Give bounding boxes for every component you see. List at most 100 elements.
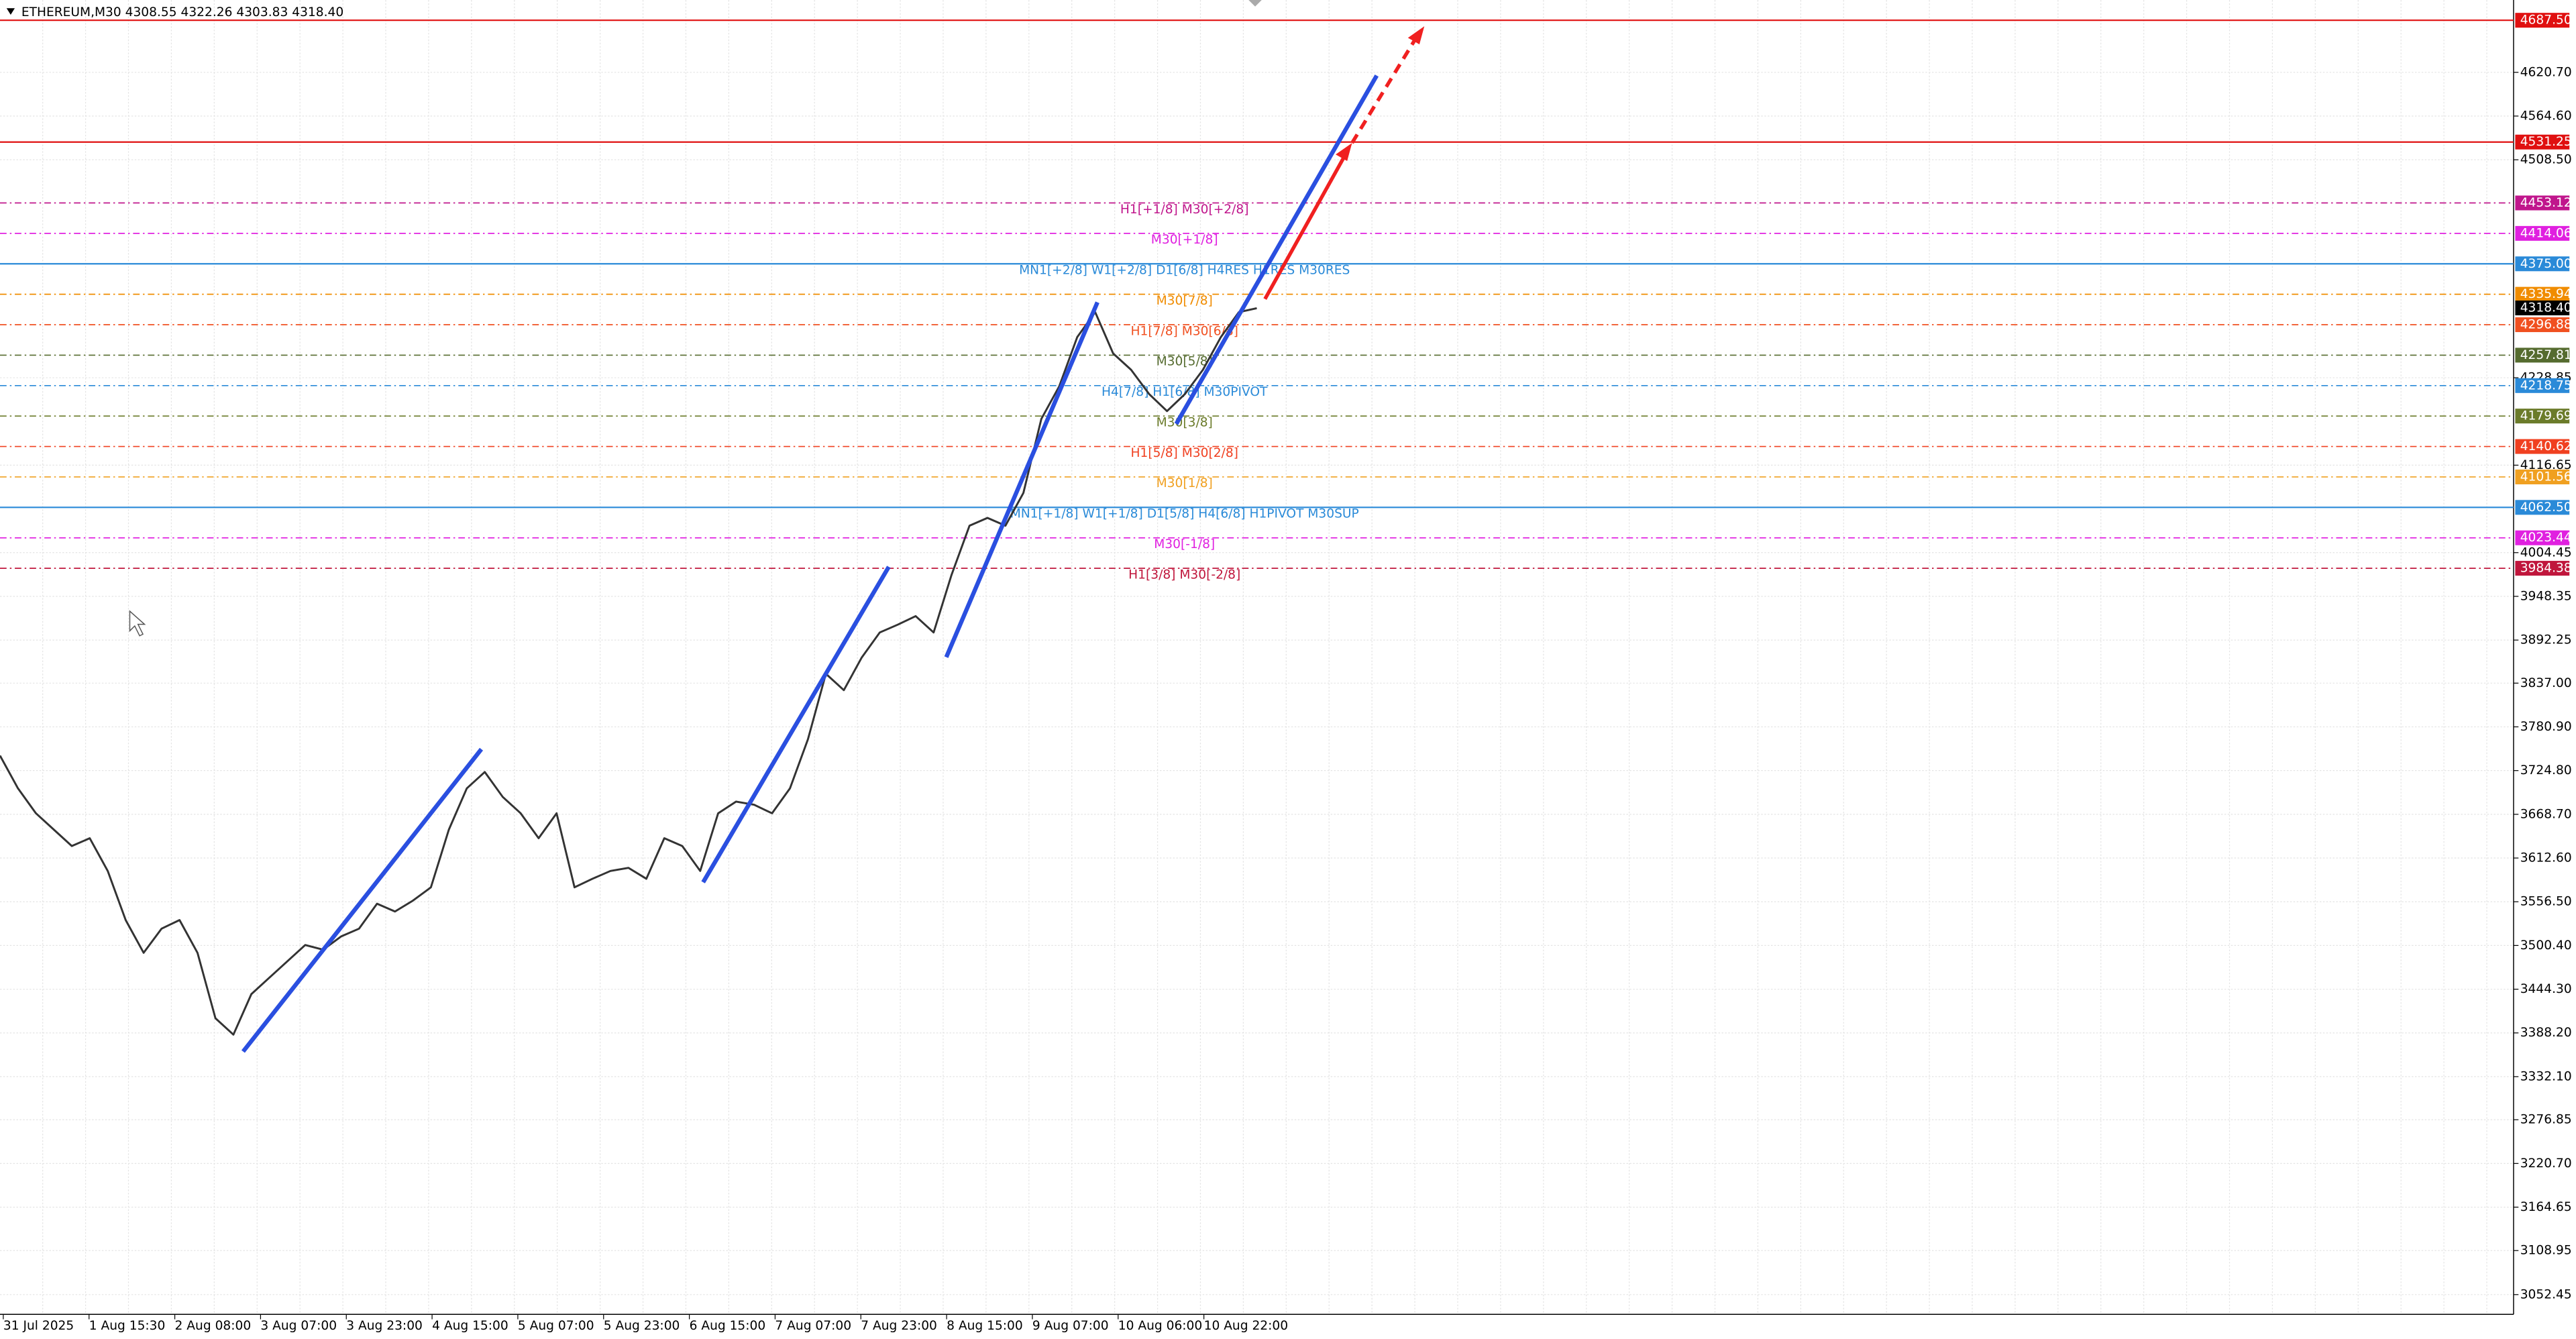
level-label: H1[+1/8] M30[+2/8] bbox=[1120, 203, 1249, 217]
y-tick-label: 3052.45 bbox=[2520, 1287, 2572, 1301]
price-line bbox=[0, 307, 1257, 1036]
price-tag-label: 4687.50 bbox=[2520, 13, 2572, 28]
menu-arrow[interactable] bbox=[6, 8, 15, 15]
y-tick-label: 3948.35 bbox=[2520, 589, 2572, 603]
y-tick-label: 4508.50 bbox=[2520, 153, 2572, 167]
y-tick-label: 4116.65 bbox=[2520, 458, 2572, 472]
y-tick-label: 3780.90 bbox=[2520, 720, 2572, 734]
level-label: M30[3/8] bbox=[1157, 415, 1213, 429]
trend-line bbox=[944, 301, 1099, 658]
level-label: H4[7/8] H1[6/8] M30PIVOT bbox=[1102, 385, 1268, 399]
levels: H1[+1/8] M30[+2/8] M30[+1/8] MN1[+2/8] W1[… bbox=[0, 19, 2514, 582]
x-tick-label: 31 Jul 2025 bbox=[3, 1319, 74, 1333]
price-tag bbox=[2515, 225, 2570, 241]
x-tick-label: 9 Aug 07:00 bbox=[1032, 1319, 1109, 1333]
price-tag bbox=[2515, 561, 2570, 576]
chart-title: ETHEREUM,M30 4308.55 4322.26 4303.83 431… bbox=[21, 5, 343, 19]
x-tick-label: 10 Aug 06:00 bbox=[1118, 1319, 1202, 1333]
price-tag-label: 3984.38 bbox=[2520, 561, 2572, 576]
price bbox=[0, 307, 1257, 1036]
price-tag bbox=[2515, 13, 2570, 28]
price-tag bbox=[2515, 256, 2570, 272]
price-tag-label: 4062.50 bbox=[2520, 500, 2572, 515]
y-tick-label: 4004.45 bbox=[2520, 545, 2572, 559]
trend-line bbox=[1174, 74, 1379, 425]
price-tag-label: 4218.75 bbox=[2520, 378, 2572, 392]
level-label: MN1[+1/8] W1[+1/8] D1[5/8] H4[6/8] H1PIV… bbox=[1010, 507, 1359, 521]
x-tick-label: 3 Aug 23:00 bbox=[346, 1319, 423, 1333]
y-tick-label: 3220.70 bbox=[2520, 1157, 2572, 1171]
y-tick-label: 3332.10 bbox=[2520, 1069, 2572, 1083]
y-tick-label: 3556.50 bbox=[2520, 895, 2572, 909]
price-tag-label: 4296.88 bbox=[2520, 318, 2572, 332]
x-tick-label: 8 Aug 15:00 bbox=[947, 1319, 1023, 1333]
level-label: MN1[+2/8] W1[+2/8] D1[6/8] H4RES H1RES M… bbox=[1019, 264, 1350, 278]
price-tag bbox=[2515, 301, 2570, 316]
level-label: M30[-1/8] bbox=[1154, 537, 1215, 551]
axis: 4620.704564.604508.504228.854116.654004.… bbox=[3, 13, 2572, 1333]
x-tick-label: 10 Aug 22:00 bbox=[1204, 1319, 1288, 1333]
price-tag-label: 4531.25 bbox=[2520, 135, 2572, 149]
arrow-head bbox=[1336, 143, 1352, 162]
price-tag-label: 4023.44 bbox=[2520, 531, 2572, 545]
trend-line bbox=[701, 566, 891, 883]
x-tick-label: 1 Aug 15:30 bbox=[89, 1319, 166, 1333]
price-tag bbox=[2515, 409, 2570, 424]
price-tag bbox=[2515, 530, 2570, 545]
grid bbox=[0, 0, 2514, 1315]
trend-line bbox=[241, 747, 484, 1053]
price-tag-label: 4375.00 bbox=[2520, 257, 2572, 271]
arrow-head bbox=[1407, 26, 1425, 45]
level-label: M30[1/8] bbox=[1157, 476, 1213, 490]
y-tick-label: 3388.20 bbox=[2520, 1026, 2572, 1040]
scroll-marker bbox=[1248, 0, 1262, 7]
y-tick-label: 3668.70 bbox=[2520, 807, 2572, 821]
price-tag bbox=[2515, 500, 2570, 515]
price-tag-label: 4179.69 bbox=[2520, 409, 2572, 423]
price-tag bbox=[2515, 378, 2570, 393]
price-tag-label: 4140.62 bbox=[2520, 439, 2572, 453]
x-tick-label: 4 Aug 15:00 bbox=[432, 1319, 508, 1333]
forecast-arrow-dashed bbox=[1350, 36, 1418, 144]
forecast-arrow bbox=[1263, 153, 1348, 301]
y-tick-label: 4564.60 bbox=[2520, 109, 2572, 123]
trend-drawings bbox=[241, 26, 1425, 1053]
y-tick-label: 3724.80 bbox=[2520, 763, 2572, 778]
price-tag-label: 4257.81 bbox=[2520, 348, 2572, 362]
price-tag-label: 4335.94 bbox=[2520, 287, 2572, 301]
price-tag-label: 4318.40 bbox=[2520, 301, 2572, 315]
price-tag-label: 4453.12 bbox=[2520, 196, 2572, 210]
level-label: M30[5/8] bbox=[1157, 355, 1213, 369]
price-tag bbox=[2515, 134, 2570, 150]
level-label: M30[7/8] bbox=[1157, 294, 1213, 308]
level-label: H1[3/8] M30[-2/8] bbox=[1128, 568, 1240, 582]
x-tick-label: 2 Aug 08:00 bbox=[175, 1319, 252, 1333]
price-tag bbox=[2515, 439, 2570, 454]
y-tick-label: 3276.85 bbox=[2520, 1113, 2572, 1127]
x-tick-label: 7 Aug 07:00 bbox=[775, 1319, 851, 1333]
x-tick-label: 7 Aug 23:00 bbox=[861, 1319, 937, 1333]
price-tag-label: 4101.56 bbox=[2520, 470, 2572, 484]
x-tick-label: 5 Aug 07:00 bbox=[518, 1319, 594, 1333]
y-tick-label: 3164.65 bbox=[2520, 1200, 2572, 1214]
x-tick-label: 5 Aug 23:00 bbox=[604, 1319, 680, 1333]
y-tick-label: 3837.00 bbox=[2520, 676, 2572, 690]
price-tag bbox=[2515, 195, 2570, 211]
y-tick-label: 3892.25 bbox=[2520, 633, 2572, 647]
y-tick-label: 3108.95 bbox=[2520, 1244, 2572, 1258]
level-label: H1[7/8] M30[6/8] bbox=[1130, 324, 1238, 338]
price-tag bbox=[2515, 469, 2570, 484]
y-tick-label: 3444.30 bbox=[2520, 982, 2572, 996]
y-tick-label: 3612.60 bbox=[2520, 851, 2572, 865]
mouse-cursor bbox=[129, 610, 146, 637]
x-tick-label: 6 Aug 15:00 bbox=[690, 1319, 766, 1333]
level-label: H1[5/8] M30[2/8] bbox=[1130, 446, 1238, 460]
price-tag bbox=[2515, 347, 2570, 363]
price-tag bbox=[2515, 286, 2570, 302]
price-tag bbox=[2515, 317, 2570, 333]
level-label: M30[+1/8] bbox=[1151, 233, 1218, 247]
price-tag-label: 4414.06 bbox=[2520, 226, 2572, 240]
